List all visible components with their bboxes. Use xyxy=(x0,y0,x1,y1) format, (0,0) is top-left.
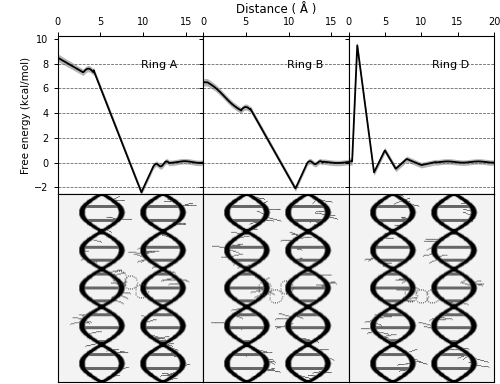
Y-axis label: Free energy (kcal/mol): Free energy (kcal/mol) xyxy=(22,56,32,174)
Text: Ring B: Ring B xyxy=(286,60,323,70)
X-axis label: Distance ( Å ): Distance ( Å ) xyxy=(236,3,316,16)
Text: Ring D: Ring D xyxy=(432,60,469,70)
Text: Ring A: Ring A xyxy=(141,60,178,70)
